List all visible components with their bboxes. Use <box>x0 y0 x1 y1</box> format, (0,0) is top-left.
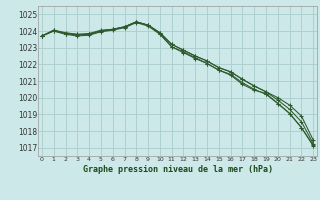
X-axis label: Graphe pression niveau de la mer (hPa): Graphe pression niveau de la mer (hPa) <box>83 165 273 174</box>
